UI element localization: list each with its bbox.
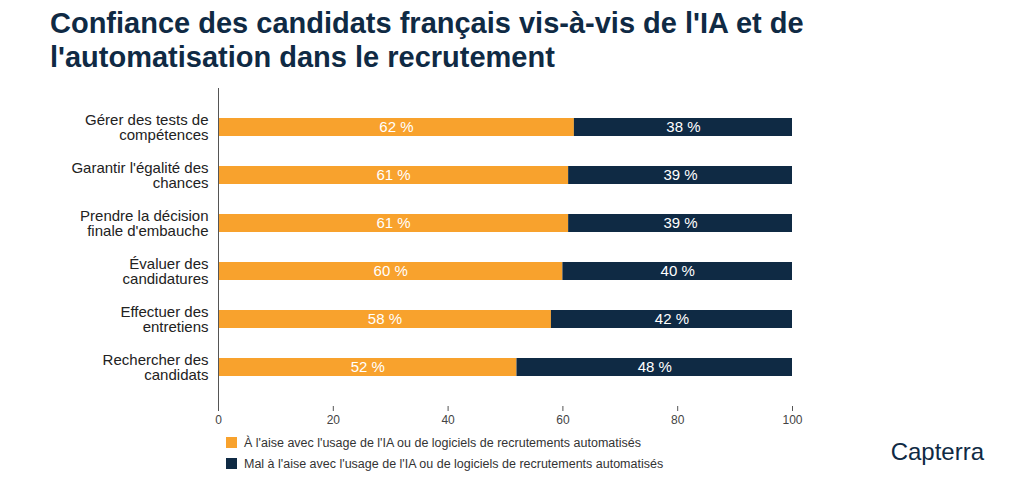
html-text:Confiance des candidats frança: Confiance des candidats français vis-à-v… — [50, 7, 804, 74]
svg-text:Gérer des tests decompétences: Gérer des tests decompétences — [85, 111, 208, 143]
svg-text:52 %: 52 % — [351, 359, 385, 376]
svg-text:40 %: 40 % — [661, 263, 695, 280]
svg-text:38 %: 38 % — [666, 119, 700, 136]
svg-text:Rechercher descandidats: Rechercher descandidats — [103, 351, 209, 383]
svg-text:100: 100 — [782, 413, 802, 427]
html-text:À l'aise avec l'usage de l'IA: À l'aise avec l'usage de l'IA ou de logi… — [244, 435, 641, 450]
svg-text:80: 80 — [671, 413, 685, 427]
svg-text:Effectuer desentretiens: Effectuer desentretiens — [120, 303, 208, 335]
svg-text:40: 40 — [441, 413, 455, 427]
svg-text:Garantir l'égalité deschances: Garantir l'égalité deschances — [71, 159, 208, 191]
svg-text:39 %: 39 % — [663, 215, 697, 232]
svg-text:20: 20 — [327, 413, 341, 427]
svg-text:0: 0 — [215, 413, 222, 427]
svg-text:61 %: 61 % — [376, 215, 410, 232]
svg-text:62 %: 62 % — [379, 119, 413, 136]
svg-text:Évaluer descandidatures: Évaluer descandidatures — [123, 255, 209, 287]
svg-text:48 %: 48 % — [638, 359, 672, 376]
html-text:Capterra: Capterra — [890, 438, 984, 466]
svg-text:42 %: 42 % — [655, 311, 689, 328]
svg-text:Prendre la décisionfinale d'em: Prendre la décisionfinale d'embauche — [80, 207, 208, 239]
svg-text:60 %: 60 % — [374, 263, 408, 280]
svg-text:39 %: 39 % — [663, 167, 697, 184]
html-text:Mal à l'aise avec l'usage de l: Mal à l'aise avec l'usage de l'IA ou de … — [244, 456, 664, 471]
svg-text:61 %: 61 % — [376, 167, 410, 184]
svg-text:60: 60 — [556, 413, 570, 427]
svg-text:58 %: 58 % — [368, 311, 402, 328]
